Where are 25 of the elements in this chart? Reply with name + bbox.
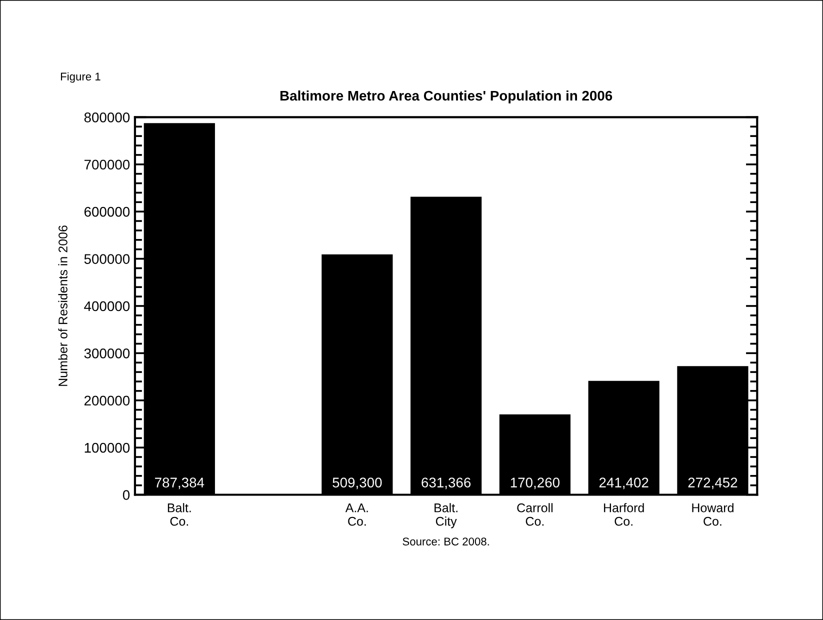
caption: Figure 1 — [60, 72, 100, 83]
data-label: 170,260 — [510, 478, 560, 490]
y-tick-label: 300000 — [84, 348, 130, 358]
data-label: 787,384 — [155, 478, 204, 490]
y-tick-label: 200000 — [84, 396, 130, 406]
x-tick-label: A.A. Co. — [345, 504, 368, 526]
data-label: 272,452 — [688, 478, 738, 490]
chart-title: Baltimore Metro Area Counties' Population in 2006 — [280, 90, 612, 104]
x-tick-label: Carroll Co. — [517, 503, 553, 526]
x-tick-label: Balt. Co. — [168, 503, 191, 526]
y-tick-label: 700000 — [84, 160, 130, 170]
x-tick-label: Howard Co. — [692, 503, 734, 526]
data-label: 509,300 — [332, 478, 382, 490]
data-label: 631,366 — [422, 478, 471, 490]
y-tick-label: 600000 — [84, 206, 130, 217]
y-tick-label: 0 — [122, 490, 130, 500]
data-label: 241,402 — [599, 478, 648, 490]
x-tick-label: Harford Co. — [604, 503, 644, 526]
source-note: Source: BC 2008. — [402, 538, 489, 546]
y-tick-label: 500000 — [84, 254, 130, 264]
y-tick-label: 100000 — [84, 442, 130, 453]
y-tick-label: 400000 — [84, 301, 130, 312]
y-tick-label: 800000 — [84, 112, 130, 122]
x-tick-label: Balt. City — [434, 503, 458, 528]
y-axis-title: Number of Residents in 2006 — [58, 226, 68, 386]
